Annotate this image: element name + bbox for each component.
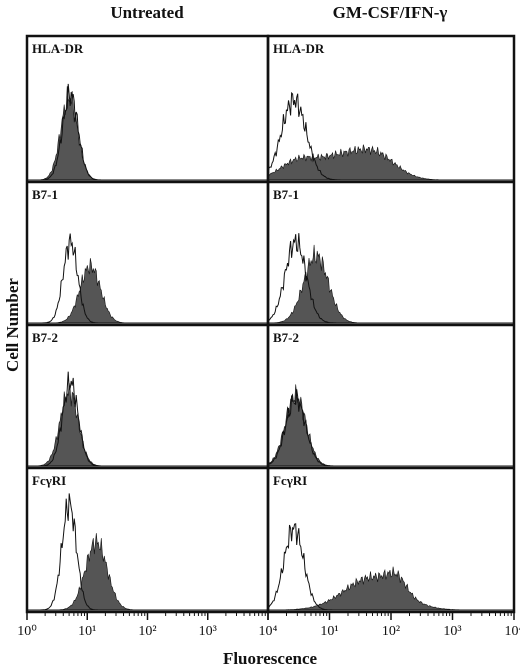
column-header: Untreated: [110, 3, 184, 22]
histogram-stained: [267, 384, 514, 467]
x-tick-label: 10⁴: [505, 624, 520, 639]
histogram-control: [267, 91, 514, 181]
histogram-stained: [267, 244, 514, 324]
histogram-control: [267, 233, 514, 324]
histogram-control: [27, 83, 268, 181]
panel-label: B7-2: [273, 330, 299, 345]
panel-label: FcγRI: [273, 473, 307, 488]
histogram-stained: [268, 566, 514, 611]
x-tick-label: 10¹: [78, 624, 96, 639]
column-header: GM-CSF/IFN-γ: [333, 3, 448, 22]
x-tick-label: 10¹: [320, 624, 338, 639]
histogram-control: [267, 523, 514, 611]
x-tick-label: 10⁰: [17, 624, 37, 639]
histogram-stained: [27, 533, 268, 611]
histogram-control: [27, 371, 268, 467]
histogram-stained: [267, 144, 514, 181]
histogram-stained: [27, 382, 268, 467]
x-tick-label: 10⁴: [259, 624, 278, 639]
panel-label: FcγRI: [32, 473, 66, 488]
x-tick-label: 10²: [382, 624, 400, 639]
histogram-control: [27, 493, 268, 611]
histogram-control: [267, 389, 514, 467]
panel-label: B7-1: [273, 187, 299, 202]
panel-label: HLA-DR: [273, 41, 325, 56]
histogram-stained: [27, 258, 268, 324]
x-tick-label: 10²: [138, 624, 156, 639]
panel-label: B7-1: [32, 187, 58, 202]
panel-label: B7-2: [32, 330, 58, 345]
x-tick-label: 10³: [199, 624, 217, 639]
histogram-stained: [27, 86, 268, 181]
y-axis-label: Cell Number: [3, 278, 22, 372]
histogram-control: [27, 233, 268, 324]
x-tick-label: 10³: [443, 624, 461, 639]
x-axis-label: Fluorescence: [223, 649, 318, 668]
panel-label: HLA-DR: [32, 41, 84, 56]
